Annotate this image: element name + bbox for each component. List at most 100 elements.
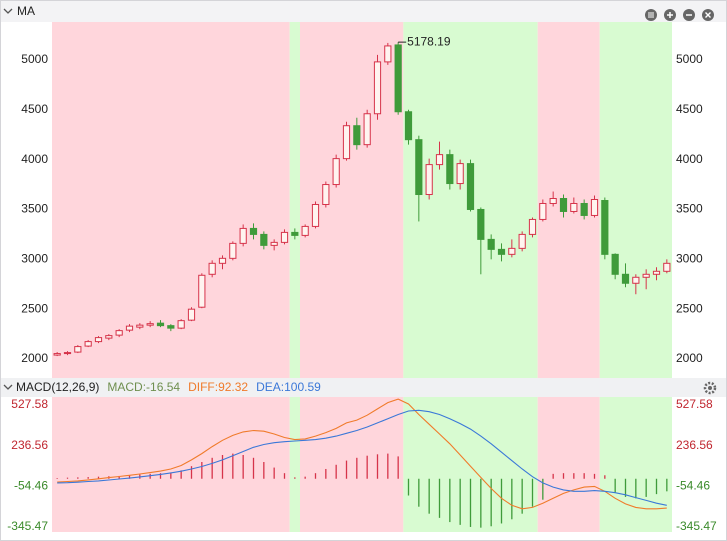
macd-collapse-toggle[interactable]: [3, 384, 13, 390]
regime-band: [537, 22, 600, 378]
regime-band: [599, 22, 672, 378]
candle-body: [363, 113, 371, 146]
candle-body: [342, 125, 351, 160]
settings-button[interactable]: [645, 9, 657, 21]
y-tick-label: 2000: [21, 351, 48, 365]
regime-band: [52, 22, 290, 378]
candle-body: [456, 163, 464, 185]
y-tick-label-right: 236.56: [676, 438, 713, 452]
candle-body: [291, 231, 299, 236]
legend: MACD:-16.54 DIFF:92.32 DEA:100.59: [107, 380, 321, 394]
candle-body: [136, 324, 144, 328]
legend-entry: DEA:100.59: [256, 380, 321, 394]
y-tick-label: 3500: [21, 202, 48, 216]
candle-body: [590, 199, 599, 216]
candle-body: [74, 346, 82, 353]
candle-body: [642, 273, 650, 278]
candle-body: [487, 238, 495, 250]
candle-body: [652, 270, 661, 275]
zoom-out-button[interactable]: [683, 9, 695, 21]
regime-band: [300, 22, 404, 378]
candle-body: [322, 184, 330, 205]
candle-body: [384, 45, 392, 63]
candle-body: [570, 202, 578, 212]
y-tick-label-right: 5000: [676, 52, 703, 66]
zoom-in-button[interactable]: [664, 9, 676, 21]
regime-band: [599, 397, 672, 532]
candle-body: [373, 61, 382, 115]
candle-body: [63, 352, 72, 355]
candle-body: [663, 262, 671, 272]
candle-body: [187, 308, 196, 321]
y-tick-label-right: 2000: [676, 351, 703, 365]
candle-body: [621, 273, 630, 284]
candle-body: [301, 225, 309, 236]
candle-body: [167, 325, 175, 329]
y-tick-label-right: 4500: [676, 102, 703, 116]
candle-body: [280, 231, 289, 243]
candle-body: [105, 335, 113, 339]
macd-settings-button[interactable]: [703, 381, 717, 395]
candle-body: [539, 202, 547, 220]
y-tick-label-right: -345.47: [676, 519, 717, 533]
y-tick-label-right: 3000: [676, 252, 703, 266]
legend-entry: MACD:-16.54: [107, 380, 180, 394]
y-tick-label: 5000: [21, 52, 48, 66]
candle-body: [601, 199, 609, 255]
candle-body: [518, 233, 526, 249]
y-tick-label: 3000: [21, 252, 48, 266]
candle-body: [580, 202, 588, 216]
candle-body: [218, 257, 227, 264]
regime-band: [537, 397, 600, 532]
candle-body: [632, 276, 640, 284]
macd-line: [57, 409, 667, 506]
candle-body: [415, 139, 423, 196]
candle-body: [115, 330, 123, 336]
candle-body: [559, 198, 568, 212]
regime-band: [289, 397, 300, 532]
candle-body: [353, 125, 361, 146]
y-tick-label-right: 2500: [676, 301, 703, 315]
collapse-toggle[interactable]: [3, 8, 13, 14]
y-tick-label-right: -54.46: [676, 479, 710, 493]
candle-body: [311, 203, 320, 227]
candle-body: [477, 208, 485, 240]
candle-body: [332, 158, 340, 186]
y-tick-label: 527.58: [11, 397, 48, 411]
candle-body: [146, 323, 154, 326]
candle-body: [508, 247, 516, 255]
candle-body: [53, 353, 61, 356]
regime-band: [289, 22, 300, 378]
panel-title: MA: [17, 4, 35, 18]
candle-body: [466, 163, 475, 210]
y-tick-label-right: 4000: [676, 152, 703, 166]
candle-body: [229, 242, 237, 259]
regime-band: [52, 397, 290, 532]
candle-body: [94, 337, 103, 343]
y-tick-label-right: 3500: [676, 202, 703, 216]
y-tick-label: 2500: [21, 301, 48, 315]
y-tick-label-right: 527.58: [676, 397, 713, 411]
top-bar: [1, 1, 726, 22]
candle-body: [404, 111, 413, 141]
macd-header: [1, 378, 726, 397]
y-tick-label: -54.46: [14, 479, 48, 493]
candle-body: [435, 154, 444, 166]
candle-body: [425, 164, 433, 196]
close-button[interactable]: [702, 9, 714, 21]
candle-body: [249, 227, 258, 235]
candle-body: [84, 341, 92, 347]
candle-body: [239, 227, 247, 244]
candle-body: [270, 241, 278, 246]
y-tick-label: -345.47: [7, 519, 48, 533]
plot: 2000 2000 2500 2500 3000 3000 3500 3500 4000 4000…: [7, 34, 717, 533]
y-tick-label: 4500: [21, 102, 48, 116]
candle-body: [497, 248, 506, 255]
candle-body: [394, 44, 402, 113]
y-tick-label: 4000: [21, 152, 48, 166]
macd-line: [57, 398, 667, 510]
y-tick-label: 236.56: [11, 438, 48, 452]
max-label: 5178.19: [407, 34, 451, 48]
candle-body: [208, 262, 216, 275]
candle-body: [549, 198, 557, 204]
